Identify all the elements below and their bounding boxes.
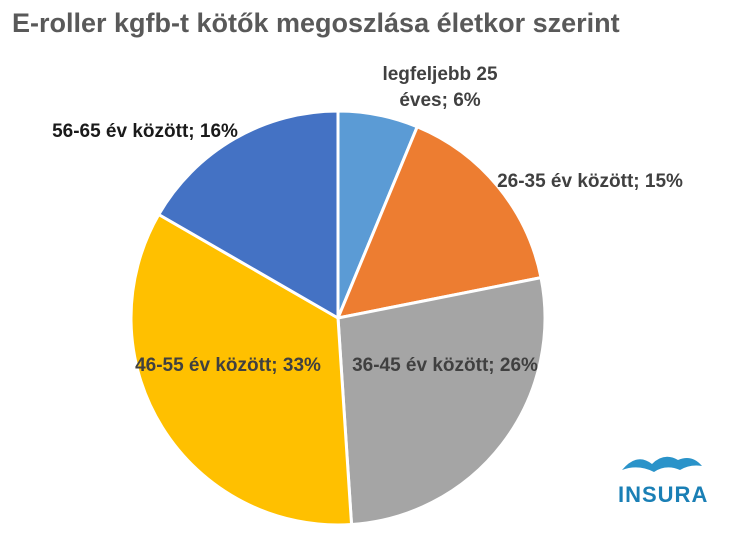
pie-slice (335, 124, 543, 321)
pie-slice (156, 109, 340, 321)
logo: INSURA (618, 482, 709, 507)
data-label: 36-45 év között26% (345, 353, 545, 379)
pie-slice (336, 275, 547, 527)
category-label: 46-55 év között (135, 355, 278, 376)
value-label: 6% (453, 90, 481, 111)
pie-slice (129, 212, 354, 527)
data-label: legfeljebb 25 éves6% (365, 62, 515, 114)
category-label: 36-45 év között (352, 355, 495, 376)
logo-wave (622, 456, 702, 472)
data-label: 46-55 év között33% (128, 353, 328, 379)
category-label: 56-65 év között (52, 121, 195, 142)
category-label: 26-35 év között (497, 171, 640, 192)
data-label: 26-35 év között15% (495, 169, 685, 195)
value-label: 15% (644, 171, 683, 192)
data-label: 56-65 év között16% (50, 119, 240, 145)
value-label: 16% (199, 121, 238, 142)
value-label: 26% (499, 355, 538, 376)
chart-title: E-roller kgfb-t kötők megoszlása életkor… (12, 8, 620, 38)
value-label: 33% (282, 355, 321, 376)
